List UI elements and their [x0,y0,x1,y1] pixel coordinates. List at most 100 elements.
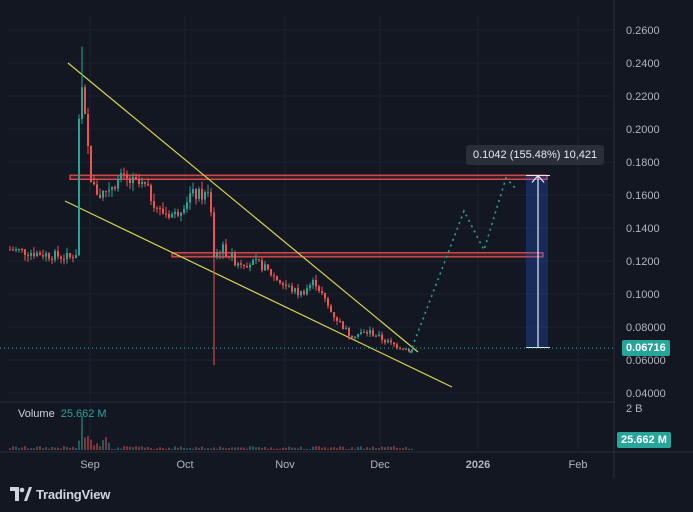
resistance-zone [69,174,548,180]
volume-bar [327,448,329,450]
price-tick-label: 0.2600 [626,25,660,37]
candle-body [372,330,374,336]
candle-body [363,331,365,333]
volume-bar [54,447,56,450]
candle-body [198,188,200,199]
price-tick-label: 0.04000 [626,388,666,400]
candle-body [168,213,170,218]
volume-bar [339,446,341,450]
volume-bar [225,448,227,450]
candle-body [375,335,377,337]
resistance-zone [171,252,544,258]
volume-bar [354,448,356,450]
candle-body [285,284,287,287]
volume-bar [285,447,287,450]
volume-bar [198,448,200,450]
candle-body [66,252,68,260]
volume-bar [237,447,239,450]
volume-bar [387,446,389,450]
volume-bar [33,448,35,450]
candle-body [210,192,212,213]
volume-bar [102,440,104,450]
volume-bar [240,447,242,450]
candle-body [276,276,278,281]
candle-body [147,183,149,186]
candle-body [99,194,101,198]
candle-body [108,189,110,192]
candle-body [24,249,26,255]
volume-bar [21,447,23,450]
volume-bar [276,448,278,450]
volume-bar [156,448,158,450]
candle-body [171,214,173,218]
candle-body [87,114,89,146]
time-tick-label: Feb [569,459,588,471]
candle-body [177,211,179,216]
price-tick-label: 0.06000 [626,355,666,367]
volume-title: Volume [18,408,55,420]
brand-footer[interactable]: TradingView [10,484,110,504]
candle-body [270,269,272,276]
candle-body [225,244,227,257]
volume-bar [267,448,269,450]
candle-body [231,253,233,258]
volume-bar [384,447,386,450]
candle-body [366,331,368,334]
volume-bar [57,447,59,450]
tradingview-logo-icon [10,487,32,501]
volume-bar [171,448,173,450]
candle-body [258,258,260,261]
volume-bar [378,448,380,450]
volume-bar [393,446,395,450]
candle-body [309,285,311,289]
candle-body [261,260,263,271]
candle-body [126,174,128,179]
volume-bar [336,448,338,450]
candle-body [264,264,266,271]
volume-bar [81,416,83,450]
volume-bar [249,446,251,450]
volume-bar [135,446,137,450]
candle-body [294,288,296,292]
volume-bar [312,446,314,450]
candle-body [117,178,119,189]
candle-body [282,282,284,285]
volume-bar [150,448,152,450]
volume-bar [24,446,26,450]
current-price-badge: 0.06716 [622,340,670,356]
candle-body [141,181,143,185]
candle-body [144,181,146,184]
volume-bar [396,447,398,450]
candle-body [156,207,158,209]
volume-bar [402,448,404,450]
volume-bar [15,446,17,450]
volume-bar [204,448,206,450]
volume-bar [195,447,197,450]
price-tick-label: 0.1800 [626,157,660,169]
candle-body [312,280,314,286]
volume-bar [375,448,377,450]
volume-bar [369,448,371,450]
candle-body [384,339,386,343]
projection-path [409,176,518,354]
volume-bar [330,447,332,450]
candle-body [411,349,413,352]
candle-body [36,252,38,257]
volume-bar [303,448,305,450]
volume-bar [216,448,218,450]
candle-body [42,255,44,257]
price-tick-label: 0.1200 [626,256,660,268]
volume-bar [183,447,185,450]
volume-bar [318,446,320,450]
volume-bar [366,447,368,450]
volume-bar [219,446,221,450]
volume-bar [30,448,32,450]
volume-bar [342,446,344,450]
volume-bar [399,448,401,450]
price-tick-label: 0.1400 [626,223,660,235]
volume-bar [231,447,233,450]
volume-bar [345,448,347,450]
volume-bar [405,446,407,450]
candle-body [354,336,356,338]
